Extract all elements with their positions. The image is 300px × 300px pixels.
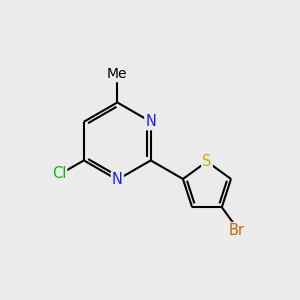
Text: N: N — [145, 114, 156, 129]
Text: N: N — [112, 172, 123, 187]
Text: Me: Me — [107, 67, 128, 81]
Text: S: S — [202, 154, 212, 169]
Text: Cl: Cl — [52, 166, 66, 181]
Text: Br: Br — [229, 223, 245, 238]
